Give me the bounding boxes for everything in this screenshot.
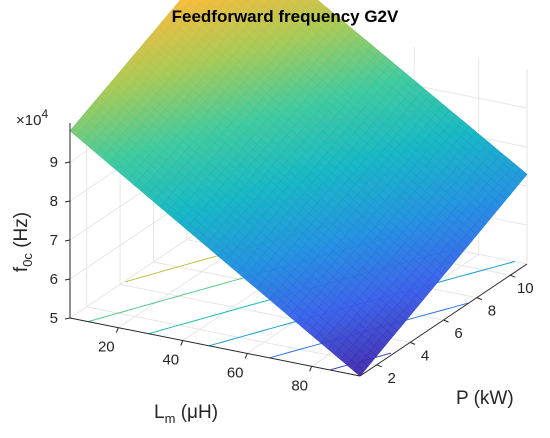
z-exponent-label: ×104 bbox=[16, 107, 48, 129]
z-tick-label: 7 bbox=[50, 232, 58, 249]
x-tick-mark bbox=[309, 366, 313, 372]
x-tick-label: 40 bbox=[162, 352, 179, 369]
z-axis-label: f0c (Hz) bbox=[11, 212, 35, 272]
y-tick-mark bbox=[409, 341, 416, 345]
x-axis-label: Lm (μH) bbox=[154, 402, 218, 426]
z-tick-mark bbox=[64, 317, 71, 320]
y-tick-label: 6 bbox=[454, 325, 462, 342]
x-tick-mark bbox=[180, 340, 184, 346]
z-tick-label: 8 bbox=[50, 193, 58, 210]
z-tick-label: 9 bbox=[50, 154, 58, 171]
grid-line-y bbox=[86, 306, 377, 366]
z-tick-label: 5 bbox=[50, 310, 58, 327]
y-tick-mark bbox=[510, 274, 516, 278]
z-tick-mark bbox=[64, 200, 71, 203]
y-axis-label: P (kW) bbox=[456, 388, 514, 409]
y-tick-label: 4 bbox=[421, 347, 429, 364]
chart-title: Feedforward frequency G2V bbox=[172, 7, 399, 26]
axes bbox=[64, 123, 528, 377]
surface-mesh bbox=[69, 0, 528, 377]
tick-labels: 20 40 60 80 2 4 6 8 10 5 6 7 8 9 bbox=[50, 154, 534, 394]
x-tick-label: 80 bbox=[291, 377, 308, 394]
y-tick-label: 8 bbox=[488, 303, 496, 320]
z-tick-mark bbox=[64, 278, 71, 281]
x-tick-mark bbox=[115, 327, 119, 333]
x-tick-mark bbox=[244, 353, 248, 359]
y-tick-label: 10 bbox=[517, 280, 534, 297]
y-tick-mark bbox=[443, 319, 449, 323]
y-tick-mark bbox=[376, 364, 382, 368]
surface-patch bbox=[353, 365, 365, 377]
z-tick-mark bbox=[64, 239, 71, 242]
y-tick-label: 2 bbox=[388, 370, 396, 387]
z-tick-mark bbox=[64, 161, 71, 164]
x-tick-label: 60 bbox=[227, 364, 244, 381]
y-tick-mark bbox=[476, 297, 483, 301]
x-tick-label: 20 bbox=[98, 339, 115, 356]
z-tick-label: 6 bbox=[50, 271, 58, 288]
